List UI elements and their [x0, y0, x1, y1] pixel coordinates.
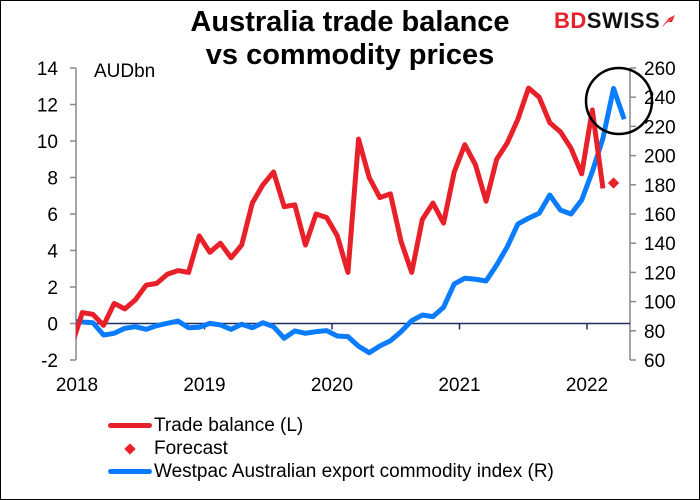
x-axis-tick-label: 2019 [183, 375, 225, 396]
x-axis-tick-label: 2021 [438, 375, 480, 396]
legend-item-trade-balance: Trade balance (L) [108, 414, 554, 437]
highlight-circle [584, 66, 654, 136]
right-axis-tick-label: 140 [644, 234, 676, 255]
legend-label: Trade balance (L) [154, 414, 304, 436]
left-axis-tick-label: 8 [47, 169, 58, 190]
title-line-2: vs commodity prices [205, 39, 495, 71]
trade-balance-line [76, 85, 606, 341]
right-axis-tick-label: 80 [644, 322, 665, 343]
right-axis-tick-label: 100 [644, 293, 676, 314]
legend: Trade balance (L) Forecast Westpac Austr… [108, 414, 554, 483]
legend-red-line-icon [108, 423, 152, 428]
legend-blue-line-icon [108, 469, 152, 474]
left-axis-tick-label: 2 [47, 278, 58, 299]
x-axis-tick-label: 2022 [566, 375, 608, 396]
legend-label: Forecast [154, 437, 228, 459]
x-axis-tick-label: 2020 [311, 375, 353, 396]
forecast-point [607, 177, 620, 189]
logo-swiss: SWISS [586, 8, 661, 33]
legend-label: Westpac Australian export commodity inde… [154, 460, 554, 482]
right-axis-tick-label: 240 [644, 88, 676, 109]
right-axis-tick-label: 260 [644, 59, 676, 80]
left-axis-tick-label: 12 [37, 96, 58, 117]
left-axis-tick-label: 10 [37, 132, 58, 153]
right-axis-tick-label: 160 [644, 205, 676, 226]
chart-title: Australia trade balance vs commodity pri… [150, 6, 550, 72]
x-axis-tick-label: 2018 [56, 375, 98, 396]
left-axis-tick-label: 14 [37, 59, 59, 80]
logo-arrow-icon [661, 15, 676, 28]
legend-diamond-icon [108, 442, 152, 455]
left-axis-tick-label: 0 [47, 315, 58, 336]
right-axis-tick-label: 220 [644, 117, 676, 138]
right-axis-tick-label: 120 [644, 263, 676, 284]
right-axis-tick-label: 60 [644, 351, 665, 372]
left-axis-tick-label: -2 [41, 351, 58, 372]
commodity-index-line [76, 85, 627, 356]
right-axis-tick-label: 200 [644, 147, 676, 168]
left-axis-unit-label: AUDbn [94, 61, 155, 82]
legend-item-forecast: Forecast [108, 437, 554, 460]
legend-item-commodity-index: Westpac Australian export commodity inde… [108, 460, 554, 483]
logo-bd: BD [554, 8, 587, 33]
right-axis-tick-label: 180 [644, 176, 676, 197]
left-axis-tick-label: 6 [47, 205, 58, 226]
bdswiss-logo: BDSWISS [554, 8, 676, 34]
left-axis-tick-label: 4 [47, 242, 58, 263]
title-line-1: Australia trade balance [190, 6, 510, 38]
